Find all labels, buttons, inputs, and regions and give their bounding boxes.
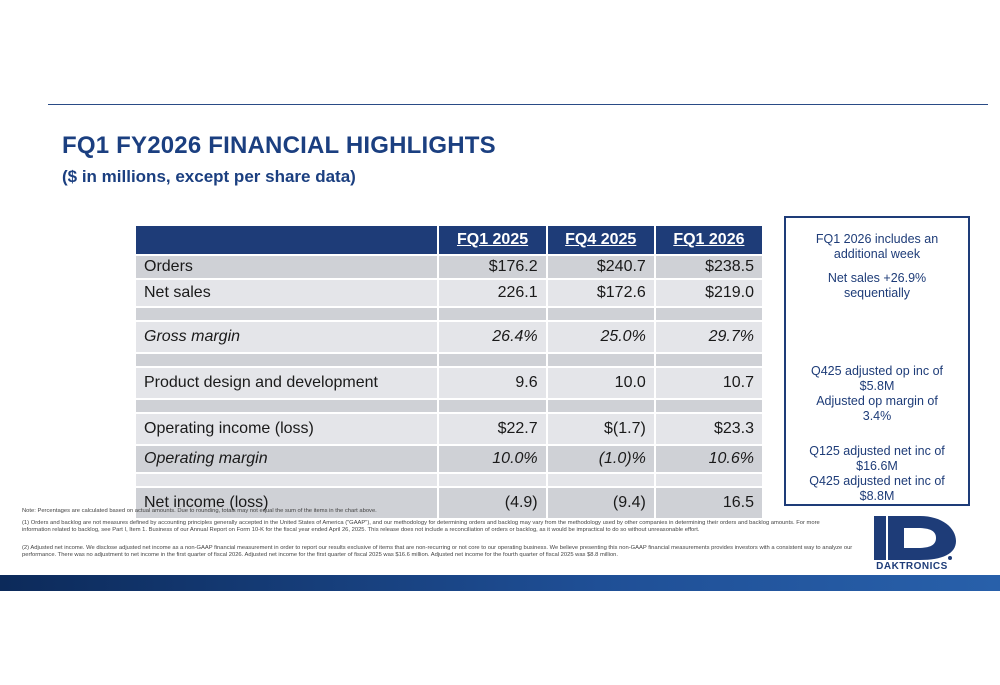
row-label: Gross margin [136, 322, 440, 354]
cell-value: (4.9) [439, 488, 548, 520]
column-header: FQ1 2025 [439, 226, 548, 256]
financial-table: FQ1 2025 FQ4 2025 FQ1 2026 Orders $176.2… [136, 226, 764, 520]
table-header-row: FQ1 2025 FQ4 2025 FQ1 2026 [136, 226, 764, 256]
row-label: Orders [136, 256, 440, 280]
row-label: Product design and development [136, 368, 440, 400]
highlights-callout-box: FQ1 2026 includes an additional week Net… [784, 216, 970, 506]
table-row-spacer [136, 474, 764, 488]
cell-value: (1.0)% [547, 446, 656, 474]
cell-value: $(1.7) [547, 414, 656, 446]
cell-value: 9.6 [439, 368, 548, 400]
cell-value: 26.4% [439, 322, 548, 354]
daktronics-logo-icon [874, 516, 956, 560]
page-subtitle: ($ in millions, except per share data) [62, 167, 356, 186]
table-row-spacer [136, 308, 764, 322]
cell-value: $219.0 [655, 280, 764, 308]
table-row-net-sales: Net sales 226.1 $172.6 $219.0 [136, 280, 764, 308]
table-row-gross-margin: Gross margin 26.4% 25.0% 29.7% [136, 322, 764, 354]
header-blank [136, 226, 440, 256]
table-row-spacer [136, 354, 764, 368]
cell-value: $238.5 [655, 256, 764, 280]
cell-value: 25.0% [547, 322, 656, 354]
table-row-product-design: Product design and development 9.6 10.0 … [136, 368, 764, 400]
page-title: FQ1 FY2026 FINANCIAL HIGHLIGHTS [62, 132, 496, 159]
cell-value: 16.5 [655, 488, 764, 520]
row-label: Operating income (loss) [136, 414, 440, 446]
callout-adjusted-op-inc: Q425 adjusted op inc of $5.8M Adjusted o… [810, 364, 944, 423]
row-label: Net income (loss) [136, 488, 440, 520]
callout-additional-week: FQ1 2026 includes an additional week [815, 232, 939, 261]
row-label: Net sales [136, 280, 440, 308]
table-row-spacer [136, 400, 764, 414]
row-label: Operating margin [136, 446, 440, 474]
cell-value: 10.7 [655, 368, 764, 400]
table-row-operating-income: Operating income (loss) $22.7 $(1.7) $23… [136, 414, 764, 446]
column-header: FQ4 2025 [547, 226, 656, 256]
footnote-1: (1) Orders and backlog are not measures … [22, 520, 820, 533]
callout-adjusted-net-inc: Q125 adjusted net inc of $16.6M Q425 adj… [809, 444, 945, 503]
callout-net-sales: Net sales +26.9% sequentially [827, 271, 927, 300]
column-header: FQ1 2026 [655, 226, 764, 256]
cell-value: 226.1 [439, 280, 548, 308]
table-row-net-income: Net income (loss) (4.9) (9.4) 16.5 [136, 488, 764, 520]
cell-value: 10.0% [439, 446, 548, 474]
cell-value: 10.6% [655, 446, 764, 474]
cell-value: $23.3 [655, 414, 764, 446]
table-row-orders: Orders $176.2 $240.7 $238.5 [136, 256, 764, 280]
cell-value: $240.7 [547, 256, 656, 280]
table-row-operating-margin: Operating margin 10.0% (1.0)% 10.6% [136, 446, 764, 474]
cell-value: $176.2 [439, 256, 548, 280]
cell-value: 29.7% [655, 322, 764, 354]
top-divider [48, 104, 988, 105]
cell-value: (9.4) [547, 488, 656, 520]
bottom-accent-bar [0, 575, 1000, 591]
cell-value: $172.6 [547, 280, 656, 308]
logo-wordmark: DAKTRONICS [876, 561, 948, 572]
cell-value: 10.0 [547, 368, 656, 400]
footnote-percentages: Note: Percentages are calculated based o… [22, 508, 377, 514]
footnote-2: (2) Adjusted net income. We disclose adj… [22, 545, 853, 558]
cell-value: $22.7 [439, 414, 548, 446]
